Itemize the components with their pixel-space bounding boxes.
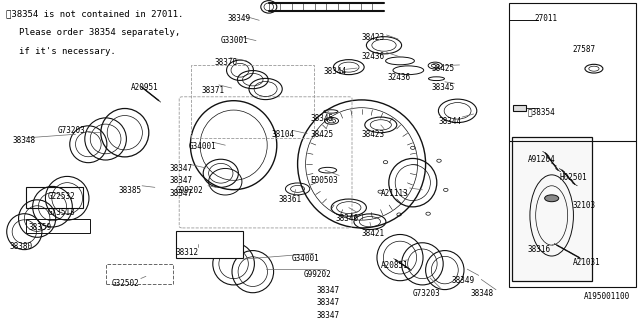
Text: 38385: 38385 — [118, 186, 141, 195]
Text: 38349: 38349 — [227, 14, 250, 23]
Text: G73203: G73203 — [413, 289, 440, 298]
Text: H02501: H02501 — [560, 173, 588, 182]
Text: G22532: G22532 — [48, 192, 76, 201]
Text: 38347: 38347 — [170, 189, 193, 198]
Bar — [176, 231, 243, 258]
Text: G33001: G33001 — [221, 36, 248, 45]
Text: 38425: 38425 — [432, 64, 455, 73]
Text: 38348: 38348 — [13, 136, 36, 145]
Text: A195001100: A195001100 — [584, 292, 630, 301]
Text: G99202: G99202 — [176, 186, 204, 195]
Bar — [26, 219, 90, 233]
Text: 38347: 38347 — [317, 311, 340, 320]
Text: ※38354 is not contained in 27011.: ※38354 is not contained in 27011. — [6, 9, 184, 18]
Text: ※38354: ※38354 — [528, 108, 556, 117]
Text: 38348: 38348 — [470, 289, 493, 298]
Text: A21031: A21031 — [573, 258, 600, 267]
Text: G32502: G32502 — [112, 279, 140, 288]
Text: 32436: 32436 — [387, 73, 410, 82]
Bar — [191, 65, 314, 138]
Text: E00503: E00503 — [310, 176, 338, 185]
Text: 38349: 38349 — [451, 276, 474, 285]
Ellipse shape — [545, 195, 559, 202]
Text: 38359: 38359 — [29, 223, 52, 232]
Text: 38380: 38380 — [10, 242, 33, 251]
Text: 38361: 38361 — [278, 195, 301, 204]
Bar — [509, 3, 636, 287]
Text: A21113: A21113 — [381, 189, 408, 198]
Text: 38345: 38345 — [432, 83, 455, 92]
Text: 32103: 32103 — [573, 201, 596, 210]
Bar — [106, 264, 173, 284]
Text: Please order 38354 separately,: Please order 38354 separately, — [19, 28, 180, 37]
Text: 38371: 38371 — [202, 86, 225, 95]
Text: 38316: 38316 — [528, 245, 551, 254]
Text: 38423: 38423 — [362, 33, 385, 42]
Text: 27011: 27011 — [534, 14, 557, 23]
Text: G34001: G34001 — [189, 142, 216, 151]
Text: 38423: 38423 — [362, 130, 385, 139]
Text: 38344: 38344 — [323, 67, 346, 76]
Text: G73203: G73203 — [58, 126, 85, 135]
Text: if it's necessary.: if it's necessary. — [19, 47, 116, 56]
Text: 38104: 38104 — [272, 130, 295, 139]
Text: 38347: 38347 — [317, 298, 340, 307]
Text: 38421: 38421 — [362, 229, 385, 238]
Text: 27587: 27587 — [573, 45, 596, 54]
Text: G73513: G73513 — [48, 208, 76, 217]
Text: 38346: 38346 — [336, 214, 359, 223]
Text: A91204: A91204 — [528, 155, 556, 164]
Bar — [513, 105, 526, 111]
Text: G34001: G34001 — [291, 254, 319, 263]
Text: 38347: 38347 — [170, 164, 193, 173]
Text: 38312: 38312 — [176, 248, 199, 257]
Text: 38347: 38347 — [170, 176, 193, 185]
Text: G99202: G99202 — [304, 270, 332, 279]
Text: 32436: 32436 — [362, 52, 385, 60]
Text: 38347: 38347 — [317, 286, 340, 295]
Text: 38344: 38344 — [438, 117, 461, 126]
Bar — [512, 137, 592, 281]
Text: A20951: A20951 — [131, 83, 159, 92]
Text: 38370: 38370 — [214, 58, 237, 67]
Text: A20851: A20851 — [381, 261, 408, 270]
Text: 38425: 38425 — [310, 130, 333, 139]
Text: 38345: 38345 — [310, 114, 333, 123]
Bar — [26, 187, 83, 208]
